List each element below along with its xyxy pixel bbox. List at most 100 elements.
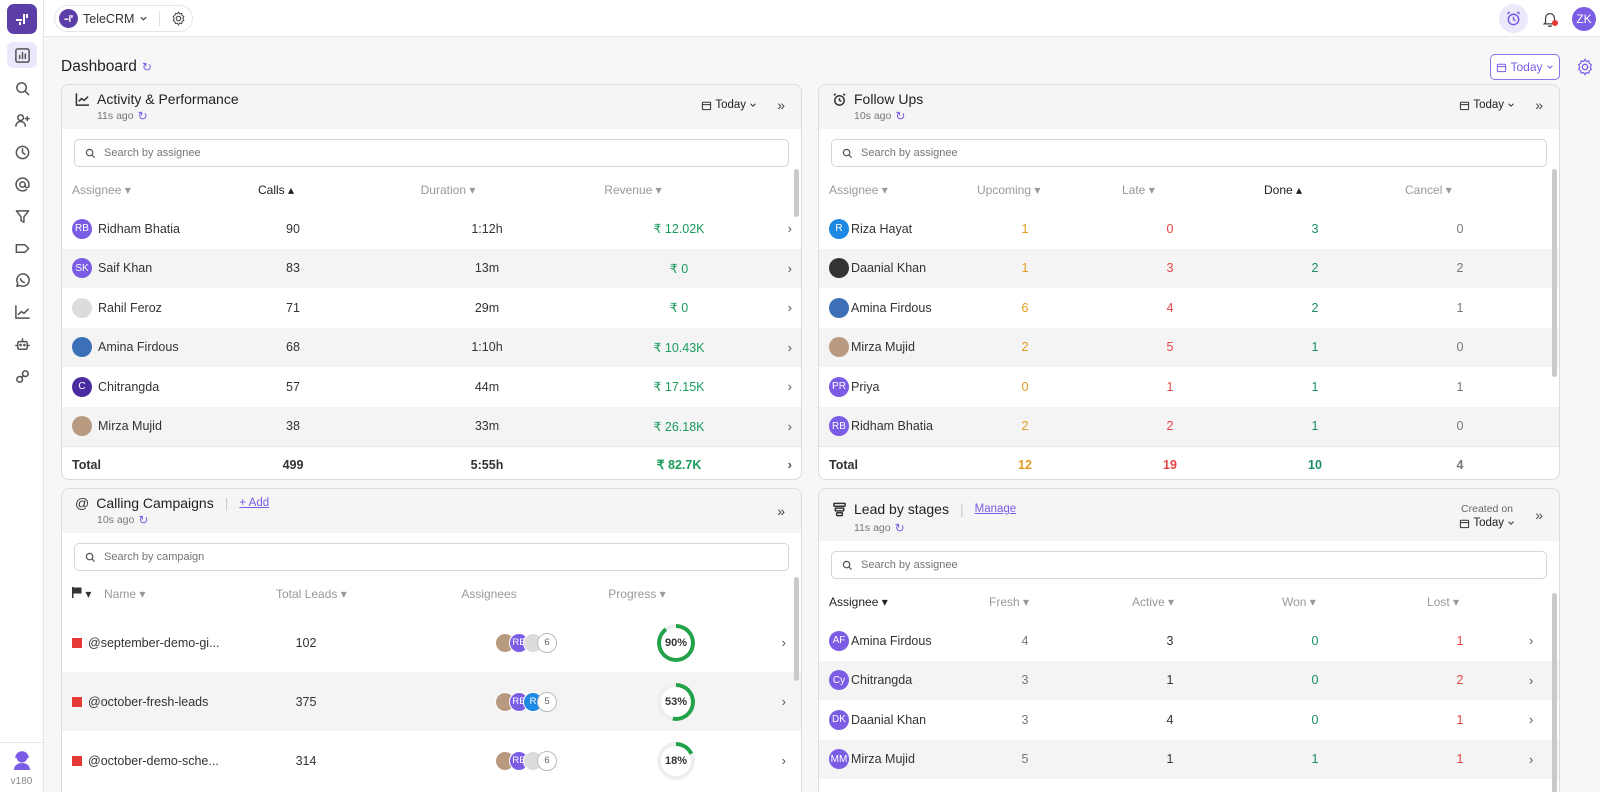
search-input[interactable]: [104, 551, 737, 563]
followup-alarm-button[interactable]: [1499, 4, 1528, 33]
workspace-switcher[interactable]: TeleCRM: [54, 5, 194, 32]
expand-icon[interactable]: »: [1535, 507, 1543, 523]
table-row[interactable]: Mirza Mujid 2 5 1 0: [819, 327, 1559, 367]
column-assignee[interactable]: Assignee ▾: [829, 183, 888, 197]
refresh-icon[interactable]: ↻: [894, 521, 905, 535]
chevron-right-icon[interactable]: ›: [787, 418, 792, 434]
avatar-stack[interactable]: RB 6: [495, 750, 557, 771]
column-cancel[interactable]: Cancel ▾: [1405, 183, 1452, 197]
expand-icon[interactable]: »: [777, 97, 785, 113]
scrollbar[interactable]: [794, 169, 799, 217]
chevron-right-icon[interactable]: ›: [787, 379, 792, 395]
column-calls[interactable]: Calls ▴: [258, 183, 295, 197]
avatar-stack[interactable]: RB R 5: [495, 691, 557, 712]
sidebar-item-dashboard[interactable]: [7, 42, 37, 68]
table-row[interactable]: MM Mirza Mujid 5 1 1 1 ›: [819, 739, 1559, 779]
search-input[interactable]: [104, 147, 737, 159]
date-filter-dropdown[interactable]: Today: [701, 99, 757, 111]
sidebar-item-tags[interactable]: [7, 235, 37, 261]
column-name[interactable]: Name ▾: [104, 587, 146, 601]
column-fresh[interactable]: Fresh ▾: [989, 595, 1030, 609]
expand-icon[interactable]: »: [1535, 97, 1543, 113]
chevron-right-icon[interactable]: ›: [787, 300, 792, 316]
chevron-right-icon[interactable]: ›: [781, 635, 786, 650]
column-progress[interactable]: Progress ▾: [608, 587, 666, 601]
refresh-icon[interactable]: ↻: [137, 109, 148, 123]
table-row[interactable]: R Riza Hayat 1 0 3 0: [819, 209, 1559, 249]
chevron-right-icon[interactable]: ›: [787, 457, 792, 472]
column-assignee[interactable]: Assignee ▾: [829, 595, 888, 609]
sidebar-item-add-user[interactable]: [7, 107, 37, 133]
column-active[interactable]: Active ▾: [1132, 595, 1175, 609]
scrollbar[interactable]: [1552, 593, 1557, 792]
chevron-right-icon[interactable]: ›: [781, 694, 786, 709]
divider: |: [224, 495, 229, 511]
table-row[interactable]: Daanial Khan 1 3 2 2: [819, 248, 1559, 288]
date-filter-dropdown[interactable]: Today: [1459, 99, 1515, 111]
table-row[interactable]: @september-demo-gi... 102 RB 6 90% ›: [62, 613, 801, 672]
column-assignee[interactable]: Assignee ▾: [72, 183, 131, 197]
flag-icon[interactable]: [72, 637, 82, 648]
add-campaign-link[interactable]: + Add: [239, 497, 270, 509]
refresh-icon[interactable]: ↻: [895, 109, 906, 123]
sidebar-item-campaigns[interactable]: [7, 171, 37, 197]
search-input[interactable]: [861, 147, 1495, 159]
gear-icon[interactable]: [171, 11, 186, 26]
table-row[interactable]: @october-fresh-leads 375 RB R 5 53% ›: [62, 672, 801, 731]
scrollbar[interactable]: [1552, 169, 1557, 377]
column-won[interactable]: Won ▾: [1282, 595, 1316, 609]
sidebar-item-search[interactable]: [7, 75, 37, 101]
support-agent-icon[interactable]: [12, 749, 32, 771]
column-late[interactable]: Late ▾: [1122, 183, 1155, 197]
flag-icon[interactable]: [72, 696, 82, 707]
column-lost[interactable]: Lost ▾: [1427, 595, 1460, 609]
sidebar-item-whatsapp[interactable]: [7, 267, 37, 293]
table-row[interactable]: Rahil Feroz 71 29m ₹ 0 ›: [62, 288, 801, 328]
chevron-right-icon[interactable]: ›: [781, 753, 786, 768]
table-row[interactable]: DK Daanial Khan 3 4 0 1 ›: [819, 700, 1559, 740]
column-revenue[interactable]: Revenue ▾: [604, 183, 662, 197]
column-upcoming[interactable]: Upcoming ▾: [977, 183, 1041, 197]
table-row[interactable]: RB Ridham Bhatia 2 2 1 0: [819, 406, 1559, 446]
assignee-search[interactable]: [831, 551, 1547, 579]
assignee-search[interactable]: [74, 139, 789, 167]
campaign-search[interactable]: [74, 543, 789, 571]
sidebar-item-reports[interactable]: [7, 299, 37, 325]
date-filter-dropdown[interactable]: Today: [1459, 517, 1515, 529]
assignee-search[interactable]: [831, 139, 1547, 167]
global-date-filter[interactable]: Today: [1490, 54, 1560, 80]
notifications-button[interactable]: [1538, 7, 1562, 31]
table-row[interactable]: RB Ridham Bhatia 90 1:12h ₹ 12.02K ›: [62, 209, 801, 249]
chevron-right-icon[interactable]: ›: [787, 221, 792, 237]
table-row[interactable]: Amina Firdous 6 4 2 1: [819, 288, 1559, 328]
column-done[interactable]: Done ▴: [1264, 183, 1303, 197]
flag-icon[interactable]: [72, 755, 82, 766]
table-row[interactable]: PR Priya 0 1 1 1: [819, 367, 1559, 407]
app-logo[interactable]: [7, 4, 37, 34]
refresh-icon[interactable]: ↻: [138, 513, 149, 527]
flag-filter[interactable]: ▾: [72, 587, 104, 601]
chevron-right-icon[interactable]: ›: [787, 260, 792, 276]
refresh-icon[interactable]: ↻: [141, 60, 152, 74]
search-input[interactable]: [861, 559, 1495, 571]
sidebar-item-integrations[interactable]: [7, 363, 37, 389]
table-row[interactable]: Amina Firdous 68 1:10h ₹ 10.43K ›: [62, 327, 801, 367]
table-row[interactable]: C Chitrangda 57 44m ₹ 17.15K ›: [62, 367, 801, 407]
sidebar-item-history[interactable]: [7, 139, 37, 165]
dashboard-settings-icon[interactable]: [1576, 58, 1594, 76]
column-duration[interactable]: Duration ▾: [420, 183, 476, 197]
user-avatar[interactable]: ZK: [1572, 6, 1596, 31]
table-row[interactable]: Mirza Mujid 38 33m ₹ 26.18K ›: [62, 406, 801, 446]
sidebar-item-filter[interactable]: [7, 203, 37, 229]
expand-icon[interactable]: »: [777, 503, 785, 519]
chevron-right-icon[interactable]: ›: [787, 339, 792, 355]
table-row[interactable]: @october-demo-sche... 314 RB 6 18% ›: [62, 731, 801, 790]
table-row[interactable]: Cy Chitrangda 3 1 0 2 ›: [819, 660, 1559, 700]
sidebar-item-automation[interactable]: [7, 331, 37, 357]
scrollbar[interactable]: [794, 577, 799, 681]
column-total-leads[interactable]: Total Leads ▾: [276, 587, 347, 601]
table-row[interactable]: SK Saif Khan 83 13m ₹ 0 ›: [62, 248, 801, 288]
avatar-stack[interactable]: RB 6: [495, 632, 557, 653]
manage-stages-link[interactable]: Manage: [974, 503, 1017, 515]
table-row[interactable]: AF Amina Firdous 4 3 0 1 ›: [819, 621, 1559, 661]
